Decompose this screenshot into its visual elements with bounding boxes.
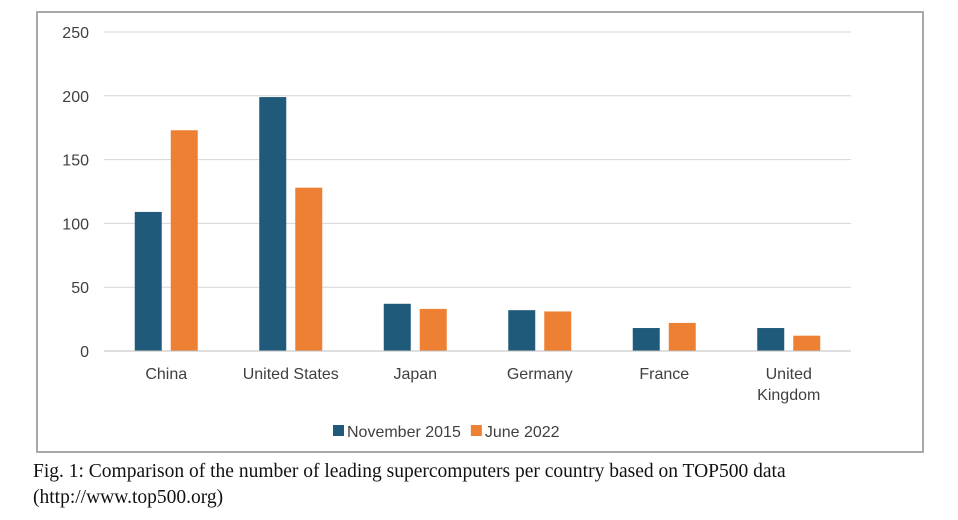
x-axis-ticks: China United States Japan Germany France Unit…: [145, 366, 820, 404]
bar-nov2015: [632, 328, 660, 351]
bar-nov2015: [259, 97, 287, 352]
bar-jun2022: [419, 308, 447, 351]
legend: November 2015 June 2022: [333, 424, 560, 441]
y-tick-label: 0: [80, 344, 89, 361]
bar-jun2022: [668, 322, 696, 351]
bar-nov2015: [383, 303, 411, 351]
y-axis-ticks: 0 50 100 150 200 250: [62, 25, 89, 361]
x-tick-label: United States: [243, 366, 339, 383]
x-tick-label: Germany: [507, 366, 573, 383]
x-tick-label: Japan: [393, 366, 437, 383]
bar-nov2015: [134, 211, 162, 351]
bar-jun2022: [295, 187, 323, 351]
caption-line-1: Fig. 1: Comparison of the number of lead…: [33, 461, 786, 482]
x-tick-label: Kingdom: [757, 387, 820, 404]
gridlines: [104, 31, 851, 288]
y-tick-label: 50: [71, 280, 89, 297]
bar-nov2015: [508, 310, 536, 351]
caption-line-2: (http://www.top500.org): [33, 487, 224, 508]
figure-caption: Fig. 1: Comparison of the number of lead…: [33, 459, 933, 511]
y-tick-label: 250: [62, 25, 89, 42]
x-tick-label: France: [639, 366, 689, 383]
y-tick-label: 200: [62, 89, 89, 106]
y-tick-label: 150: [62, 153, 89, 170]
bar-chart: 0 50 100 150 200 250 China United States Japan G…: [62, 25, 851, 441]
x-tick-label: United: [766, 366, 812, 383]
bar-jun2022: [793, 335, 821, 351]
bar-jun2022: [170, 130, 198, 351]
legend-label: June 2022: [485, 424, 560, 441]
bars: [134, 97, 821, 352]
y-tick-label: 100: [62, 216, 89, 233]
x-tick-label: China: [145, 366, 187, 383]
legend-swatch: [470, 425, 482, 436]
bar-jun2022: [544, 311, 572, 351]
legend-label: November 2015: [347, 424, 461, 441]
bar-nov2015: [757, 328, 785, 351]
legend-swatch: [333, 425, 344, 436]
